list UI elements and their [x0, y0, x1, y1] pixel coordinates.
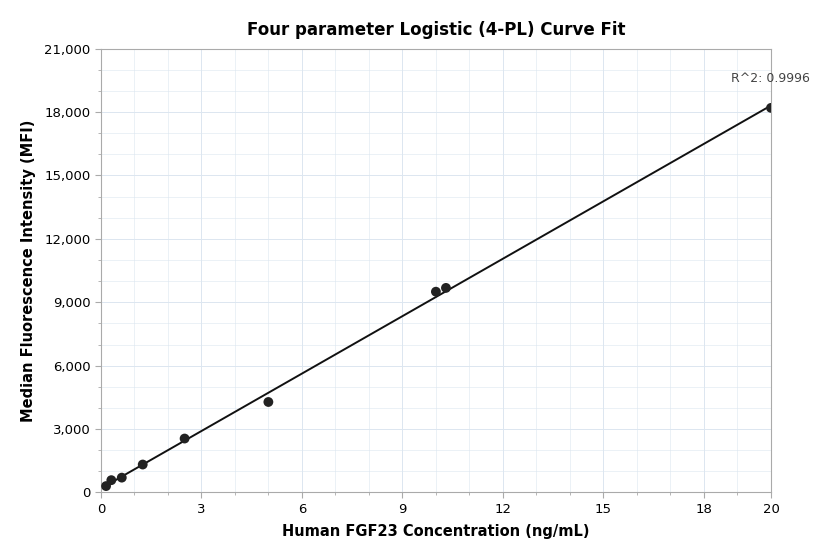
- Point: [765, 104, 778, 113]
- Point: [105, 475, 118, 484]
- Point: [115, 473, 128, 482]
- X-axis label: Human FGF23 Concentration (ng/mL): Human FGF23 Concentration (ng/mL): [282, 524, 590, 539]
- Title: Four parameter Logistic (4-PL) Curve Fit: Four parameter Logistic (4-PL) Curve Fit: [246, 21, 625, 39]
- Point: [178, 434, 191, 443]
- Point: [99, 482, 112, 491]
- Point: [262, 398, 275, 407]
- Point: [136, 460, 150, 469]
- Point: [429, 287, 443, 296]
- Point: [439, 283, 453, 292]
- Text: R^2: 0.9996: R^2: 0.9996: [730, 72, 810, 85]
- Y-axis label: Median Fluorescence Intensity (MFI): Median Fluorescence Intensity (MFI): [21, 119, 36, 422]
